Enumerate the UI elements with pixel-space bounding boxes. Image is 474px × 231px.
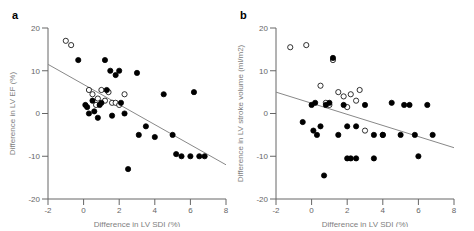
svg-text:-20: -20 bbox=[28, 195, 40, 204]
svg-text:6: 6 bbox=[416, 206, 421, 215]
html-text:b: b bbox=[240, 9, 247, 21]
svg-text:10: 10 bbox=[259, 67, 268, 76]
svg-text:-10: -10 bbox=[28, 152, 40, 161]
svg-text:4: 4 bbox=[153, 206, 158, 215]
svg-text:20: 20 bbox=[259, 24, 268, 33]
svg-text:Difference in LV stroke volume: Difference in LV stroke volume (ml/m2) bbox=[236, 44, 245, 182]
svg-text:8: 8 bbox=[452, 206, 457, 215]
svg-text:-2: -2 bbox=[44, 206, 52, 215]
svg-text:20: 20 bbox=[31, 24, 40, 33]
svg-text:-2: -2 bbox=[272, 206, 280, 215]
svg-text:4: 4 bbox=[381, 206, 386, 215]
svg-text:2: 2 bbox=[345, 206, 350, 215]
html-text:a: a bbox=[12, 9, 19, 21]
svg-text:8: 8 bbox=[224, 206, 229, 215]
svg-text:0: 0 bbox=[81, 206, 86, 215]
svg-text:0: 0 bbox=[309, 206, 314, 215]
svg-text:2: 2 bbox=[117, 206, 122, 215]
svg-text:10: 10 bbox=[31, 67, 40, 76]
svg-text:Difference in LV SDI (%): Difference in LV SDI (%) bbox=[94, 220, 181, 227]
svg-text:Difference in LV EF (%): Difference in LV EF (%) bbox=[8, 72, 17, 156]
svg-text:0: 0 bbox=[36, 109, 41, 118]
svg-text:0: 0 bbox=[264, 109, 269, 118]
svg-text:-10: -10 bbox=[256, 152, 268, 161]
svg-text:-20: -20 bbox=[256, 195, 268, 204]
svg-text:Difference in LV SDI (%): Difference in LV SDI (%) bbox=[322, 220, 409, 227]
svg-text:6: 6 bbox=[188, 206, 193, 215]
